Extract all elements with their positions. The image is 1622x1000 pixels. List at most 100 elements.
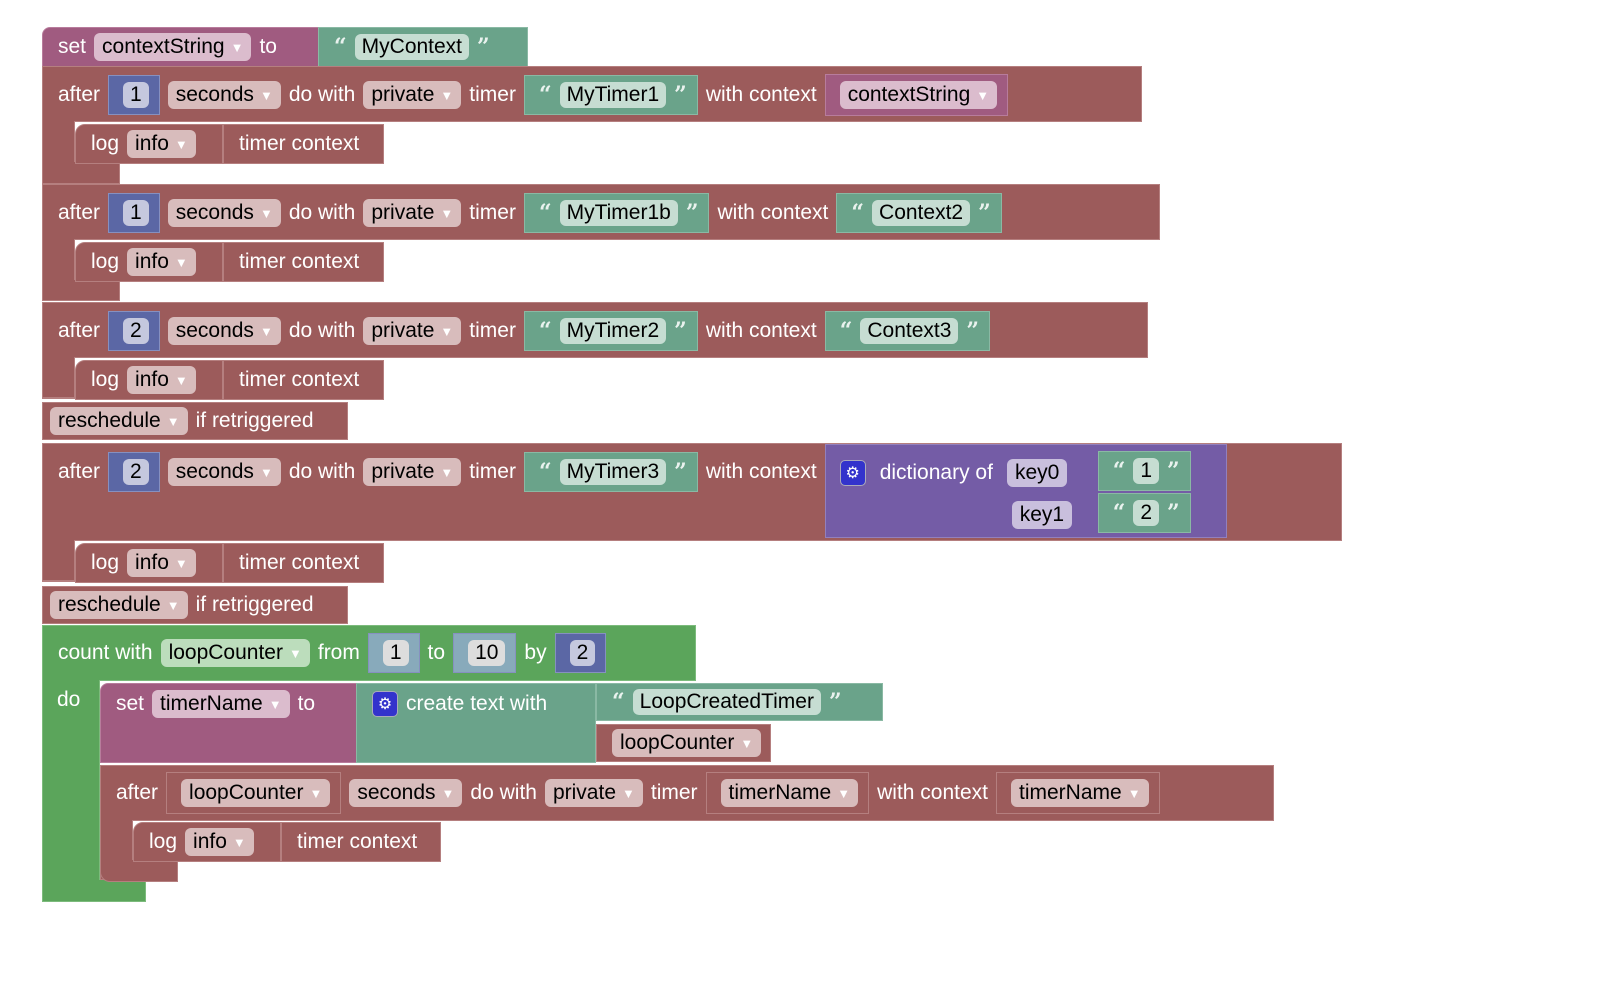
- timer-context-block[interactable]: timer context: [223, 543, 384, 583]
- to-value[interactable]: 10: [468, 640, 506, 666]
- unit-dropdown[interactable]: seconds ▼: [167, 458, 281, 486]
- timer-context-label: timer context: [239, 132, 360, 155]
- log-level-dropdown[interactable]: info ▼: [185, 828, 254, 856]
- timer-block[interactable]: after 1 seconds ▼ do with private ▼ timer …: [42, 66, 1142, 122]
- chevron-down-icon: ▼: [309, 785, 323, 801]
- loop-timer-block[interactable]: after loopCounter ▼ seconds ▼ do with priv…: [100, 765, 1274, 821]
- variable-dropdown[interactable]: timerName ▼: [1011, 779, 1149, 807]
- timer-block[interactable]: after 2 seconds ▼ do with private ▼ timer …: [42, 443, 1342, 541]
- delay-number[interactable]: 1: [108, 75, 160, 115]
- create-text-block[interactable]: ⚙ create text with: [356, 683, 596, 763]
- reschedule-row[interactable]: reschedule ▼ if retriggered: [42, 402, 348, 440]
- log-block[interactable]: log info ▼: [133, 822, 281, 862]
- variable-dropdown[interactable]: loopCounter ▼: [181, 779, 331, 807]
- text-value[interactable]: 1: [1133, 458, 1160, 484]
- to-number[interactable]: 10: [453, 633, 517, 673]
- by-value[interactable]: 2: [569, 640, 596, 666]
- context-text-block[interactable]: “ Context3 ”: [824, 311, 991, 351]
- delay-number[interactable]: 2: [108, 452, 160, 492]
- do-label: do: [57, 688, 81, 711]
- unit-dropdown[interactable]: seconds ▼: [167, 317, 281, 345]
- delay-number[interactable]: 2: [108, 311, 160, 351]
- open-quote-icon: “: [612, 689, 625, 715]
- log-level-dropdown[interactable]: info ▼: [127, 366, 196, 394]
- log-block[interactable]: log info ▼: [75, 124, 223, 164]
- reschedule-dropdown[interactable]: reschedule ▼: [50, 407, 188, 435]
- chevron-down-icon: ▼: [440, 87, 454, 103]
- log-block[interactable]: log info ▼: [75, 360, 223, 400]
- text-block[interactable]: “ LoopCreatedTimer ”: [596, 683, 883, 721]
- key-field[interactable]: key1: [1011, 501, 1073, 529]
- text-value[interactable]: MyTimer2: [559, 318, 667, 344]
- scope-dropdown[interactable]: private ▼: [363, 317, 462, 345]
- timer-name-text-block[interactable]: “ MyTimer2 ”: [523, 311, 698, 351]
- close-quote-icon: ”: [1167, 500, 1180, 526]
- log-block[interactable]: log info ▼: [75, 242, 223, 282]
- variable-getter-block[interactable]: loopCounter ▼: [596, 724, 771, 762]
- timer-context-block[interactable]: timer context: [223, 360, 384, 400]
- log-level-dropdown[interactable]: info ▼: [127, 248, 196, 276]
- scope-dropdown[interactable]: private ▼: [363, 199, 462, 227]
- dictionary-block[interactable]: ⚙ dictionary of key0 key1 “ 1 ” “ 2 ”: [824, 444, 1227, 538]
- text-value[interactable]: 2: [1133, 500, 1160, 526]
- timer-name-text-block[interactable]: “ MyTimer1b ”: [523, 193, 710, 233]
- delay-value[interactable]: 2: [123, 318, 149, 344]
- unit-dropdown[interactable]: seconds ▼: [167, 199, 281, 227]
- log-level-dropdown[interactable]: info ▼: [127, 130, 196, 158]
- context-text-block[interactable]: “ Context2 ”: [836, 193, 1002, 233]
- text-value[interactable]: MyContext: [354, 34, 470, 60]
- delay-variable[interactable]: loopCounter ▼: [166, 772, 342, 814]
- scope-dropdown[interactable]: private ▼: [363, 458, 462, 486]
- gear-icon[interactable]: ⚙: [839, 460, 866, 486]
- timer-block[interactable]: after 1 seconds ▼ do with private ▼ timer …: [42, 184, 1160, 240]
- timer-context-block[interactable]: timer context: [223, 242, 384, 282]
- variable-dropdown[interactable]: contextString ▼: [94, 33, 252, 61]
- variable-dropdown[interactable]: timerName ▼: [720, 779, 859, 807]
- timer-block[interactable]: after 2 seconds ▼ do with private ▼ timer …: [42, 302, 1148, 358]
- variable-dropdown[interactable]: loopCounter ▼: [612, 729, 762, 757]
- chevron-down-icon: ▼: [1127, 785, 1141, 801]
- timer-name-text-block[interactable]: “ MyTimer1 ”: [523, 75, 698, 115]
- text-value[interactable]: MyTimer1b: [559, 200, 678, 226]
- text-value[interactable]: Context3: [860, 318, 959, 344]
- from-value[interactable]: 1: [382, 640, 409, 666]
- by-number[interactable]: 2: [554, 633, 607, 673]
- from-number[interactable]: 1: [367, 633, 420, 673]
- variable-dropdown[interactable]: contextString ▼: [839, 81, 998, 109]
- reschedule-row[interactable]: reschedule ▼ if retriggered: [42, 586, 348, 624]
- loop-variable-dropdown[interactable]: loopCounter ▼: [160, 639, 310, 667]
- key-field[interactable]: key0: [1006, 459, 1068, 487]
- text-block[interactable]: “ MyContext ”: [318, 27, 528, 67]
- log-block[interactable]: log info ▼: [75, 543, 223, 583]
- delay-value[interactable]: 1: [123, 200, 149, 226]
- gear-icon[interactable]: ⚙: [372, 691, 398, 717]
- chevron-down-icon: ▼: [268, 696, 282, 712]
- scope-dropdown[interactable]: private ▼: [363, 81, 462, 109]
- text-value[interactable]: MyTimer1: [559, 82, 667, 108]
- reschedule-dropdown[interactable]: reschedule ▼: [50, 591, 188, 619]
- context-variable[interactable]: contextString ▼: [824, 74, 1009, 116]
- count-loop-block[interactable]: count with loopCounter ▼ from 1 to 10 by …: [42, 625, 696, 681]
- timer-name-text-block[interactable]: “ MyTimer3 ”: [523, 452, 698, 492]
- close-quote-icon: ”: [685, 200, 699, 226]
- text-value[interactable]: LoopCreatedTimer: [632, 689, 821, 715]
- delay-number[interactable]: 1: [108, 193, 160, 233]
- variable-dropdown[interactable]: timerName ▼: [152, 690, 290, 718]
- unit-dropdown[interactable]: seconds ▼: [349, 779, 463, 807]
- delay-value[interactable]: 1: [123, 82, 149, 108]
- context-variable[interactable]: timerName ▼: [996, 772, 1160, 814]
- unit-dropdown[interactable]: seconds ▼: [167, 81, 281, 109]
- value-text-block[interactable]: “ 1 ”: [1097, 451, 1191, 491]
- set-variable-block[interactable]: set contextString ▼ to: [42, 27, 320, 67]
- delay-value[interactable]: 2: [123, 459, 149, 485]
- text-value[interactable]: Context2: [872, 200, 971, 226]
- log-level-dropdown[interactable]: info ▼: [127, 549, 196, 577]
- text-value[interactable]: MyTimer3: [559, 459, 667, 485]
- timer-context-block[interactable]: timer context: [223, 124, 384, 164]
- scope-dropdown[interactable]: private ▼: [544, 779, 643, 807]
- set-timername-block[interactable]: set timerName ▼ to: [100, 683, 357, 763]
- timer-context-block[interactable]: timer context: [281, 822, 441, 862]
- timer-context-label: timer context: [239, 551, 360, 574]
- timer-name-variable[interactable]: timerName ▼: [705, 772, 870, 814]
- value-text-block[interactable]: “ 2 ”: [1097, 493, 1191, 533]
